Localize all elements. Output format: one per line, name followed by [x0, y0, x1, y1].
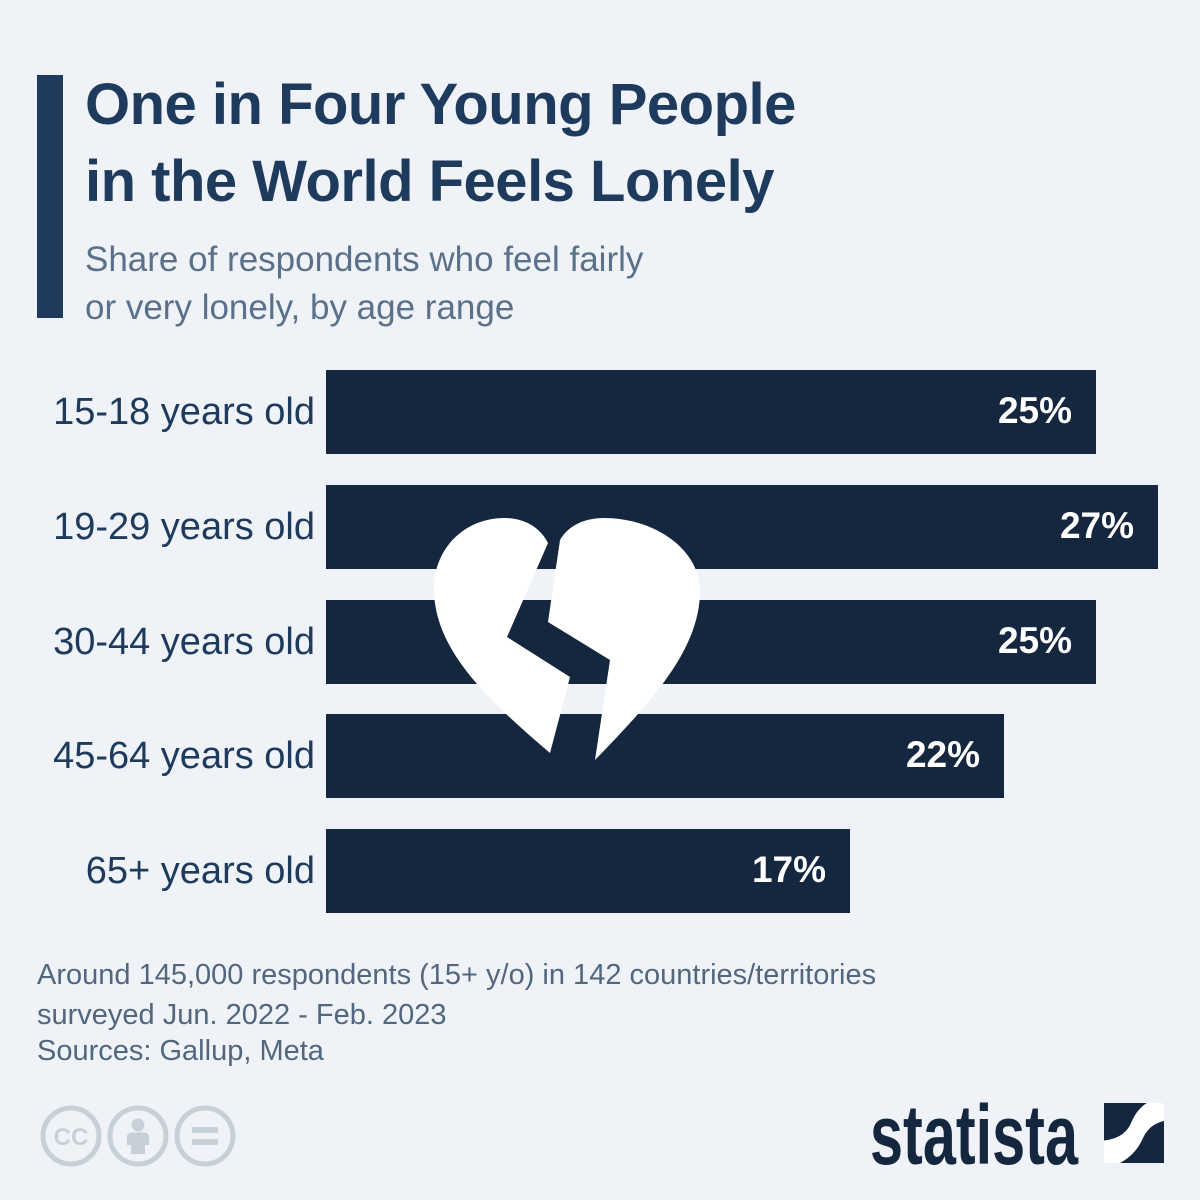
bar-category-label: 15-18 years old	[53, 391, 315, 433]
bar-row: 15-18 years old 25%	[0, 370, 1200, 454]
bar-category-label: 19-29 years old	[53, 506, 315, 548]
bar-value-label: 25%	[997, 390, 1072, 432]
bar-value-label: 27%	[1059, 505, 1134, 547]
subtitle-line-2: or very lonely, by age range	[85, 288, 515, 327]
page-title: One in Four Young People in the World Fe…	[85, 66, 1135, 220]
subtitle-line-1: Share of respondents who feel fairly	[85, 240, 644, 279]
statista-logo: statista	[870, 1100, 1164, 1170]
bar: 25%	[326, 370, 1096, 454]
survey-note-line-2: surveyed Jun. 2022 - Feb. 2023	[37, 999, 447, 1031]
bar-category-label: 45-64 years old	[53, 735, 315, 777]
bar-value-label: 22%	[905, 734, 980, 776]
bar-row: 45-64 years old 22%	[0, 714, 1200, 798]
bar: 17%	[326, 829, 850, 913]
page-subtitle: Share of respondents who feel fairly or …	[85, 236, 985, 332]
sources-text: Sources: Gallup, Meta	[37, 1035, 324, 1067]
title-line-2: in the World Feels Lonely	[85, 149, 774, 214]
bar: 22%	[326, 714, 1004, 798]
bar-row: 65+ years old 17%	[0, 829, 1200, 913]
title-accent-bar	[37, 75, 63, 318]
svg-text:CC: CC	[54, 1124, 89, 1151]
bar-value-label: 25%	[997, 620, 1072, 662]
statista-logomark-icon	[1104, 1103, 1164, 1163]
bar-category-label: 65+ years old	[85, 850, 315, 892]
cc-icon	[40, 1105, 102, 1167]
no-derivatives-equals-icon	[174, 1105, 236, 1167]
title-line-1: One in Four Young People	[85, 72, 796, 137]
broken-heart-icon	[434, 518, 700, 760]
statista-wordmark: statista	[870, 1100, 1079, 1170]
bar-category-label: 30-44 years old	[53, 621, 315, 663]
bar-value-label: 17%	[751, 849, 826, 891]
attribution-person-icon	[107, 1105, 169, 1167]
bar-chart: 15-18 years old 25% 19-29 years old 27% 30-4…	[0, 370, 1200, 915]
license-icons: CC	[40, 1105, 236, 1167]
survey-note-line-1: Around 145,000 respondents (15+ y/o) in …	[37, 959, 877, 991]
survey-note: Around 145,000 respondents (15+ y/o) in …	[37, 955, 1037, 1035]
